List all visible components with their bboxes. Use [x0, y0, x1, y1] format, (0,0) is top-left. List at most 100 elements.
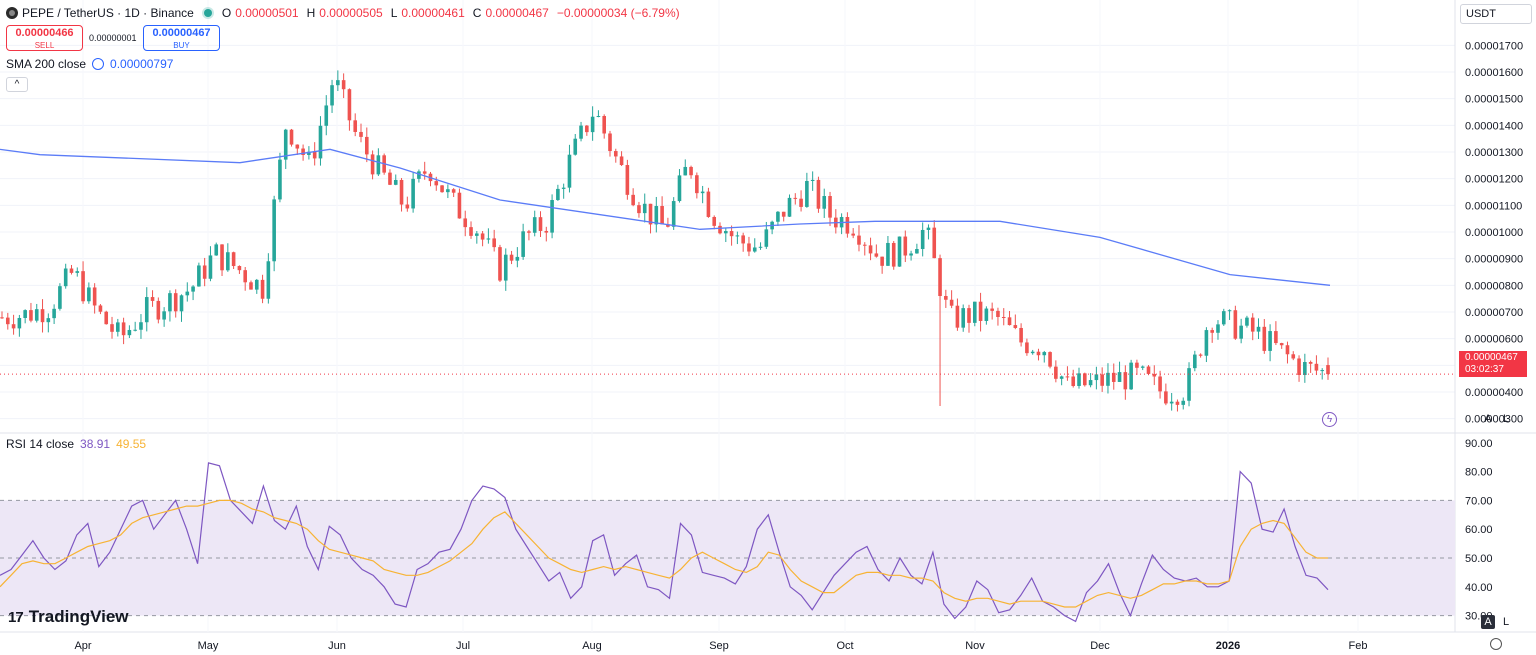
candle-body — [1187, 368, 1191, 401]
candle-body — [347, 89, 352, 121]
candle-body — [98, 305, 103, 312]
candle-body — [272, 199, 276, 262]
candle-body — [845, 217, 850, 234]
candle-body — [602, 115, 607, 134]
sma-value: 0.00000797 — [110, 57, 174, 71]
symbol-title[interactable]: PEPE / TetherUS · 1D · Binance — [22, 6, 194, 20]
time-axis-label: Dec — [1090, 640, 1110, 652]
candle-body — [521, 231, 525, 257]
candle-body — [654, 206, 659, 225]
candle-body — [480, 233, 485, 240]
candle-body — [1320, 370, 1325, 372]
rsi-legend[interactable]: RSI 14 close 38.91 49.55 — [6, 437, 146, 451]
candle-body — [1158, 376, 1162, 392]
time-axis-label: 2026 — [1216, 640, 1240, 652]
candle-body — [1297, 358, 1301, 375]
candle-body — [822, 196, 827, 209]
candle-body — [648, 203, 653, 225]
currency-selector[interactable]: USDT — [1460, 4, 1532, 24]
candle-body — [1274, 331, 1278, 344]
candle-body — [52, 308, 56, 319]
candle-body — [231, 252, 236, 267]
candle-body — [75, 271, 80, 273]
candle-body — [805, 180, 809, 207]
candle-body — [87, 287, 91, 302]
candle-body — [683, 166, 688, 176]
candle-body — [787, 197, 792, 217]
candle-body — [996, 310, 1000, 317]
sma-legend[interactable]: SMA 200 close 0.00000797 — [6, 57, 173, 71]
candle-body — [110, 324, 114, 332]
candle-body — [608, 133, 612, 152]
candle-body — [1245, 317, 1249, 326]
candle-body — [799, 198, 803, 207]
candle-body — [197, 265, 201, 287]
candle-body — [208, 255, 213, 279]
candle-body — [202, 265, 207, 279]
candle-body — [1001, 316, 1006, 318]
candle-body — [585, 125, 589, 133]
candle-body — [660, 206, 664, 225]
candle-body — [776, 211, 780, 222]
price-axis-label: 0.00001200 — [1465, 174, 1523, 186]
brand-name: TradingView — [28, 607, 129, 626]
candle-body — [828, 196, 832, 218]
change-value: −0.00000034 (−6.79%) — [556, 6, 680, 20]
candle-body — [417, 171, 421, 179]
candle-body — [440, 185, 444, 193]
price-axis-label: 0.00001500 — [1465, 94, 1523, 106]
candle-body — [1025, 342, 1029, 354]
price-axis-label: 0.00000600 — [1465, 334, 1523, 346]
candle-body — [307, 151, 311, 155]
sell-price: 0.00000466 — [15, 27, 74, 39]
candle-body — [503, 254, 508, 281]
candle-body — [1152, 373, 1157, 377]
collapse-legend-button[interactable]: ^ — [6, 77, 28, 92]
tradingview-logo[interactable]: 17 TradingView — [8, 607, 129, 627]
auto-scale-button[interactable]: A — [1484, 413, 1492, 425]
candle-body — [469, 227, 473, 236]
candle-body — [301, 148, 305, 155]
candle-body — [185, 291, 190, 296]
candle-body — [556, 188, 560, 201]
price-axis-label: 0.00001700 — [1465, 40, 1523, 52]
candle-body — [312, 151, 317, 159]
price-axis-label: 0.00001100 — [1465, 200, 1522, 212]
time-axis-label: May — [198, 640, 219, 652]
candle-body — [318, 125, 323, 159]
lightning-icon[interactable]: ϟ — [1322, 412, 1337, 427]
auto-scale-rsi-button[interactable]: A — [1481, 615, 1495, 629]
gear-icon[interactable] — [1490, 638, 1502, 650]
buy-button[interactable]: 0.00000467 BUY — [143, 25, 220, 51]
log-scale-rsi-button[interactable]: L — [1502, 616, 1510, 628]
candle-body — [92, 287, 97, 306]
candle-body — [116, 322, 120, 332]
sell-button[interactable]: 0.00000466 SELL — [6, 25, 83, 51]
candle-body — [1088, 380, 1093, 386]
candle-body — [283, 129, 288, 160]
log-scale-button[interactable]: L — [1502, 413, 1510, 425]
candle-body — [1308, 361, 1313, 364]
candle-body — [1135, 362, 1139, 368]
rsi-axis-label: 50.00 — [1465, 553, 1493, 565]
candle-body — [451, 189, 456, 193]
last-price-value: 0.00000467 — [1465, 352, 1518, 363]
candle-body — [1042, 352, 1047, 356]
candle-body — [237, 266, 242, 271]
candle-body — [486, 238, 491, 240]
candle-body — [1314, 363, 1319, 371]
price-axis-label: 0.00000400 — [1465, 387, 1523, 399]
candle-body — [179, 295, 184, 312]
candle-body — [260, 279, 265, 299]
candle-body — [816, 179, 821, 209]
time-axis-label: Sep — [709, 640, 729, 652]
candle-body — [133, 329, 137, 331]
candle-body — [46, 318, 51, 323]
candle-body — [1326, 365, 1330, 375]
rsi-axis-label: 60.00 — [1465, 524, 1493, 536]
time-axis-label: Feb — [1349, 640, 1368, 652]
candle-body — [243, 270, 247, 283]
candle-body — [666, 224, 670, 227]
candle-body — [324, 105, 329, 126]
